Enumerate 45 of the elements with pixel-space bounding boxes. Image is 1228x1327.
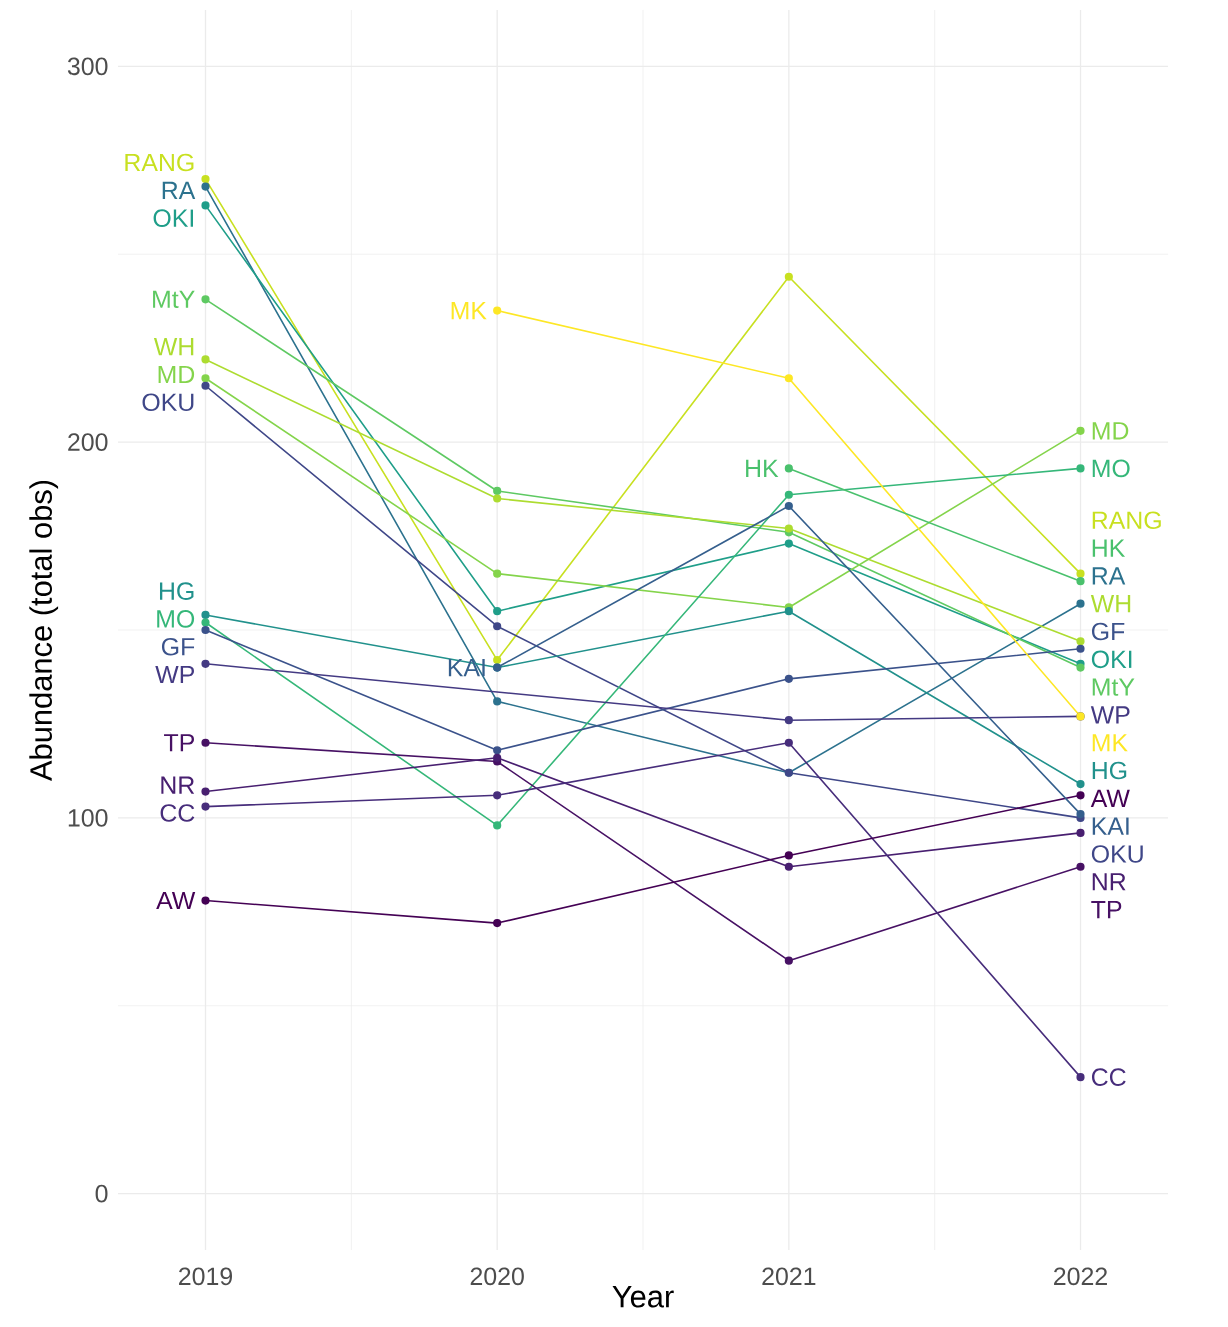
text: NR — [1092, 873, 1126, 891]
y-tick-label: 300 — [67, 57, 108, 76]
series-label: OKI — [1091, 650, 1132, 669]
y-axis-title: Abundance (total obs) — [29, 480, 59, 782]
x-tick-label: 2021 — [762, 1267, 816, 1286]
text: KAI — [1092, 817, 1129, 835]
series-label: AW — [156, 891, 196, 910]
series-label: CC — [1091, 1068, 1126, 1086]
series-label: MD — [158, 365, 195, 384]
text: HG — [159, 582, 194, 600]
series-label: WP — [1090, 706, 1130, 724]
text: OKI — [153, 209, 194, 227]
text: TP — [1091, 900, 1122, 919]
x-tick-label: 2022 — [1054, 1267, 1107, 1286]
text: WH — [1090, 595, 1131, 613]
text: RA — [1092, 567, 1126, 585]
text: CC — [160, 804, 195, 822]
series-label: RA — [162, 181, 196, 199]
text: OKU — [1091, 845, 1143, 863]
series-label: OKU — [142, 393, 194, 412]
text: MK — [1092, 734, 1128, 752]
series-label: MK — [451, 302, 487, 320]
series-label: MO — [157, 610, 195, 628]
text: GF — [1091, 622, 1125, 641]
text: HK — [1092, 539, 1126, 557]
y-tick-label: 200 — [68, 433, 108, 451]
series-label: HG — [1092, 761, 1127, 780]
series-label: GF — [161, 637, 195, 656]
series-label: HK — [746, 459, 779, 477]
x-tick-label: 2020 — [470, 1267, 524, 1286]
text: AW — [1090, 789, 1130, 807]
x-axis-title: Year — [612, 1285, 674, 1308]
series-label: TP — [164, 734, 194, 752]
text: MO — [1092, 459, 1130, 478]
text: MD — [1092, 422, 1129, 440]
y-tick-label: 100 — [68, 809, 108, 827]
series-label: MtY — [153, 290, 195, 308]
y-tick-label: 0 — [95, 1184, 108, 1203]
series-label: NR — [161, 776, 195, 794]
text: WP — [155, 665, 194, 684]
text: RANG — [1092, 511, 1161, 530]
series-label: RANG — [125, 153, 194, 172]
series-label: WH — [153, 338, 194, 356]
x-tick-label: 2019 — [179, 1267, 233, 1286]
text: MtY — [1092, 678, 1135, 696]
